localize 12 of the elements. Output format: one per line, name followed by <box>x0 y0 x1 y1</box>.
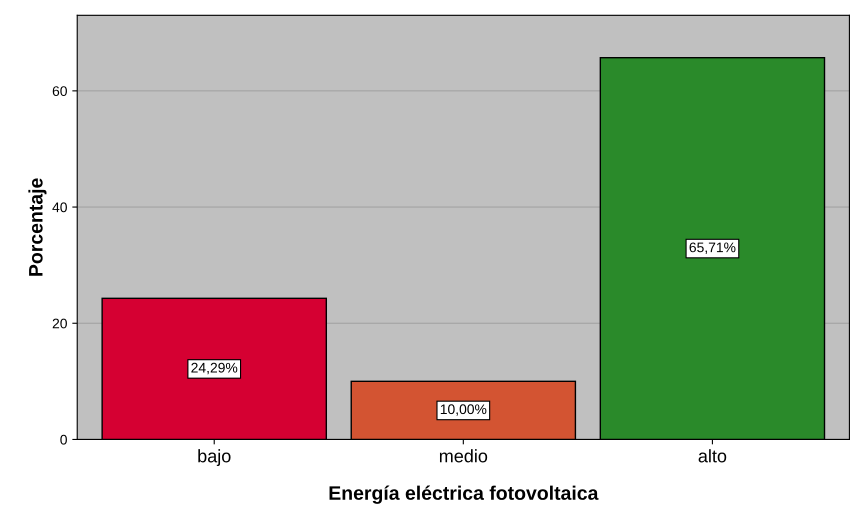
y-tick-label: 40 <box>52 202 67 212</box>
y-tick-label: 20 <box>52 318 67 328</box>
y-tick-label: 0 <box>60 434 67 445</box>
x-tick-label: alto <box>698 449 726 462</box>
x-axis-title: Energía eléctrica fotovoltaica <box>330 485 599 504</box>
data-label: 24,29% <box>191 362 238 374</box>
y-axis-title: Porcentaje <box>28 178 46 276</box>
y-tick-label: 60 <box>52 86 67 96</box>
x-tick-label: medio <box>440 449 488 462</box>
x-tick-label: bajo <box>198 449 231 466</box>
data-label: 65,71% <box>690 242 736 254</box>
data-label: 10,00% <box>440 404 486 416</box>
